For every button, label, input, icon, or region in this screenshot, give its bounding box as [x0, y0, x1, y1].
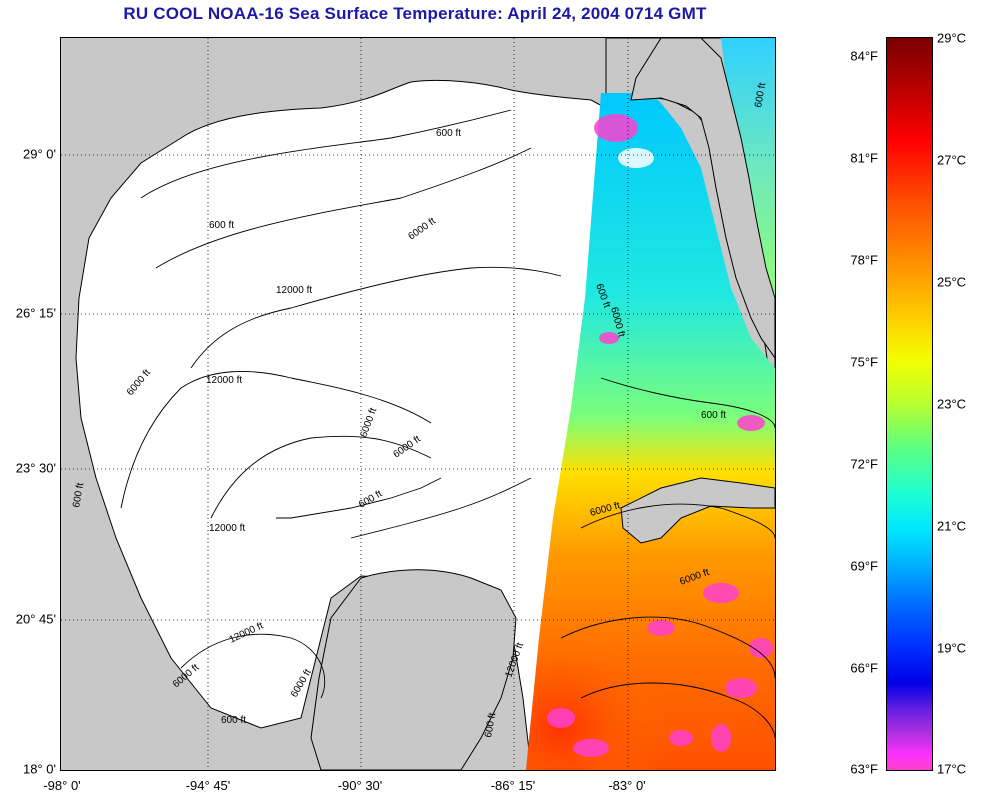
- contour-label: 12000 ft: [276, 285, 312, 296]
- colorbar-celsius-label: 19°C: [937, 640, 967, 656]
- longitude-label: -83° 0': [608, 778, 646, 793]
- colorbar-celsius-label: 17°C: [937, 761, 967, 777]
- longitude-label: -94° 45': [185, 778, 231, 793]
- colorbar-fahrenheit-label: 78°F: [850, 252, 878, 268]
- longitude-label: -86° 15': [490, 778, 536, 793]
- contour-label: 600 ft: [436, 128, 461, 139]
- colorbar-fahrenheit-label: 81°F: [850, 150, 878, 166]
- lat-lon-grid: [61, 38, 775, 770]
- cuba-land: [620, 477, 775, 544]
- yucatan-peninsula: [310, 569, 517, 770]
- florida-peninsula: [630, 38, 775, 359]
- contour-label: 600 ft: [483, 712, 498, 739]
- longitude-label: -90° 30': [337, 778, 383, 793]
- contour-label: 600 ft: [221, 715, 246, 726]
- latitude-label: 20° 45': [15, 611, 56, 627]
- longitude-label: -98° 0': [43, 778, 81, 793]
- atlantic-strip: [721, 38, 775, 298]
- contour-label: 600 ft: [753, 82, 768, 109]
- contour-label: 600 ft: [701, 410, 726, 421]
- colorbar-celsius-label: 27°C: [937, 152, 967, 168]
- latitude-label: 26° 15': [15, 305, 56, 321]
- colorbar-fahrenheit-label: 75°F: [850, 354, 878, 370]
- bathymetry-contours: [120, 109, 775, 739]
- sst-map[interactable]: 600 ft 6000 ft 12000 ft 600 ft 6000 ft 1…: [60, 37, 776, 771]
- temperature-colorbar: [886, 37, 933, 771]
- yucatan-warm: [526, 598, 701, 770]
- gulf-masked-water: [75, 79, 607, 769]
- page-title: RU COOL NOAA-16 Sea Surface Temperature:…: [123, 4, 707, 23]
- cloud-speckles: [547, 114, 773, 757]
- latitude-label: 18° 0': [23, 761, 56, 777]
- colorbar-celsius-label: 21°C: [937, 518, 967, 534]
- colorbar-fahrenheit-label: 69°F: [850, 558, 878, 574]
- colorbar-fahrenheit-label: 66°F: [850, 660, 878, 676]
- colorbar-celsius-label: 25°C: [937, 274, 967, 290]
- colorbar-fahrenheit-label: 72°F: [850, 456, 878, 472]
- latitude-label: 23° 30': [15, 460, 56, 476]
- colorbar-celsius-label: 29°C: [937, 30, 967, 46]
- contour-label: 600 ft: [71, 482, 86, 509]
- colorbar-fahrenheit-label: 63°F: [850, 761, 878, 777]
- latitude-label: 29° 0': [23, 146, 56, 162]
- contour-label: 600 ft: [209, 220, 234, 231]
- contour-label: 12000 ft: [209, 523, 245, 534]
- contour-label: 12000 ft: [206, 375, 242, 386]
- colorbar-fahrenheit-label: 84°F: [850, 48, 878, 64]
- map-canvas: 600 ft 6000 ft 12000 ft 600 ft 6000 ft 1…: [61, 38, 775, 770]
- colorbar-celsius-label: 23°C: [937, 396, 967, 412]
